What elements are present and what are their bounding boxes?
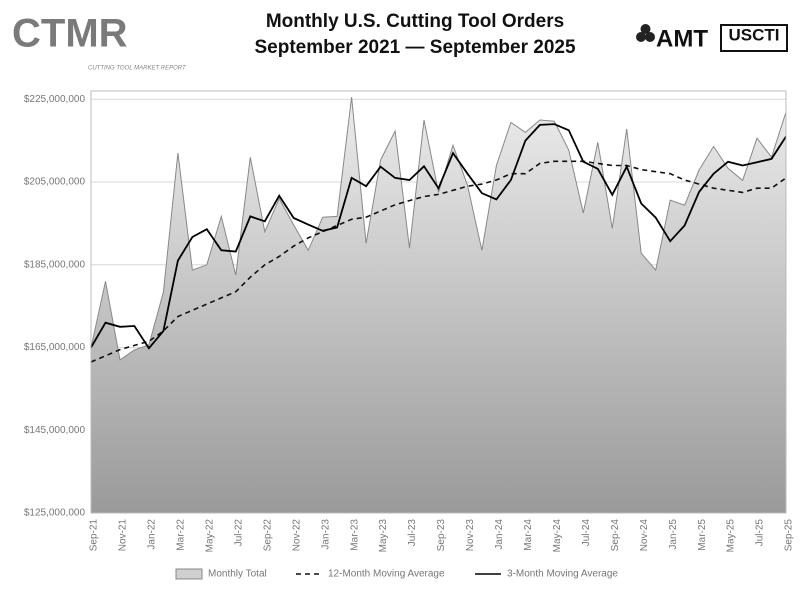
x-tick-label: May-23 [378,519,389,553]
legend-label: Monthly Total [208,569,267,580]
x-tick-label: Jan-22 [147,519,158,550]
plot-frame [90,90,787,514]
y-tick-label: $125,000,000 [24,508,86,519]
x-tick-label: Nov-22 [291,519,302,552]
x-tick-label: Jul-22 [233,519,244,547]
x-tick-label: May-24 [552,519,563,553]
x-tick-label: Nov-23 [465,519,476,552]
logo-tagline: CUTTING TOOL MARKET REPORT [88,66,187,72]
x-tick-label: Nov-21 [118,519,129,552]
legend-swatch [175,568,203,580]
line [90,160,787,363]
logo-ctmr: CTMR [12,12,128,56]
logo-usmti: USCTI [729,25,780,44]
x-tick-label: Sep-25 [784,519,795,552]
x-tick-label: Jul-23 [407,519,418,547]
y-tick-label: $185,000,000 [24,259,86,270]
x-tick-label: Jul-25 [755,519,766,547]
y-tick-label: $165,000,000 [24,342,86,353]
logo-amt: AMT [656,25,708,52]
chart-title: Monthly U.S. Cutting Tool Orders [266,11,564,32]
logo-amt-mark [636,24,655,42]
x-tick-label: Jan-23 [320,519,331,550]
x-tick-label: Nov-24 [639,519,650,552]
x-tick-label: May-22 [204,519,215,553]
x-tick-label: Sep-23 [436,519,447,552]
x-tick-label: Mar-22 [176,519,187,551]
x-tick-label: Sep-21 [89,519,100,552]
chart-subtitle: September 2021 — September 2025 [254,37,575,58]
legend-label: 3-Month Moving Average [507,569,618,580]
y-tick-label: $145,000,000 [24,425,86,436]
x-tick-label: Jul-24 [581,519,592,547]
y-tick-label: $205,000,000 [24,177,86,188]
x-tick-label: Jan-25 [668,519,679,550]
x-tick-label: Sep-22 [262,519,273,552]
logo-box [720,24,788,52]
x-tick-label: Mar-25 [697,519,708,551]
x-tick-label: Sep-24 [610,519,621,552]
area [90,97,787,514]
x-tick-label: Mar-24 [523,519,534,551]
x-tick-label: May-25 [726,519,737,553]
y-tick-label: $225,000,000 [24,94,86,105]
x-tick-label: Mar-23 [349,519,360,551]
x-tick-label: Jan-24 [494,519,505,550]
line [90,123,787,350]
legend-label: 12-Month Moving Average [328,569,445,580]
